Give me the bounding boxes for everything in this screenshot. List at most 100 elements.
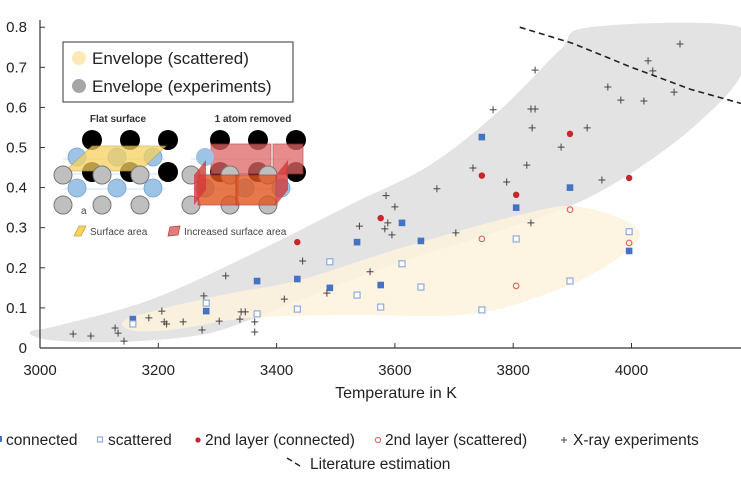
x-tick-label: 3000 — [23, 362, 56, 379]
x-ray-experiments-point — [644, 57, 652, 65]
y-tick-label: 0.2 — [6, 260, 27, 277]
legend-2nd-connected-marker — [195, 437, 201, 443]
connected-point — [202, 307, 210, 315]
inset-title-flat: Flat surface — [90, 114, 147, 125]
x-ray-experiments-point — [527, 219, 535, 227]
data-marks — [69, 26, 741, 345]
envelope-scattered-label: Envelope (scattered) — [92, 49, 249, 68]
y-tick-label: 0.7 — [6, 59, 27, 76]
envelope-experiments-label: Envelope (experiments) — [92, 77, 272, 96]
y-tick-label: 0.4 — [6, 180, 27, 197]
connected-point — [253, 277, 261, 285]
x-ray-experiments-point — [388, 231, 396, 239]
x-tick-label: 3400 — [260, 362, 293, 379]
x-ray-experiments-point — [251, 328, 259, 336]
x-ray-experiments-point — [604, 83, 612, 91]
envelope-legend: Envelope (scattered) Envelope (experimen… — [62, 41, 294, 103]
2nd-layer-scattered-point — [478, 235, 486, 243]
connected-point — [377, 281, 385, 289]
x-tick-label: 3800 — [497, 362, 530, 379]
scattered-point — [377, 303, 385, 311]
scattered-point — [129, 320, 137, 328]
x-ray-experiments-point — [251, 318, 259, 326]
x-ray-experiments-point — [617, 96, 625, 104]
connected-point — [417, 237, 425, 245]
x-ray-experiments-point — [433, 185, 441, 193]
x-ray-experiments-point — [528, 124, 536, 132]
legend-literature-label: Literature estimation — [310, 456, 450, 473]
lattice-atom-removed — [181, 130, 306, 215]
x-ray-experiments-point — [179, 318, 187, 326]
x-ray-experiments-point — [640, 97, 648, 105]
scattered-point — [478, 306, 486, 314]
scattered-point — [398, 260, 406, 268]
scattered-point — [566, 277, 574, 285]
legend-2nd-scattered-label: 2nd layer (scattered) — [385, 432, 527, 449]
scattered-point — [293, 305, 301, 313]
connected-point — [326, 284, 334, 292]
lattice-label: a — [81, 206, 87, 217]
black-atom — [82, 130, 102, 150]
x-ray-experiments-point — [355, 222, 363, 230]
gray-atom — [92, 195, 112, 215]
x-ray-experiments-point — [381, 225, 389, 233]
x-ray-experiments-point — [280, 295, 288, 303]
inset-title-removed: 1 atom removed — [215, 114, 292, 125]
legend-2nd-scattered-marker — [374, 436, 382, 444]
increased-surface-side — [194, 160, 206, 205]
legend-literature-marker — [286, 457, 301, 467]
connected-point — [512, 204, 520, 211]
y-tick-label: 0.6 — [6, 99, 27, 116]
increased-area-swatch — [167, 225, 181, 237]
x-ray-experiments-point — [384, 219, 392, 227]
surface-inset-illustration: Flat surface 1 atom removed a Surface ar… — [53, 114, 306, 238]
x-ray-experiments-point — [531, 105, 539, 113]
envelopes — [29, 22, 741, 343]
x-ray-experiments-point — [523, 161, 531, 169]
x-ray-experiments-point — [114, 329, 122, 337]
connected-point — [398, 219, 406, 227]
x-ray-experiments-point — [241, 308, 249, 316]
connected-point — [625, 247, 633, 255]
x-ray-experiments-point — [158, 307, 166, 315]
x-ray-experiments-point — [111, 324, 119, 332]
y-tick-label: 0.3 — [6, 220, 27, 237]
x-ray-experiments-point — [531, 66, 539, 74]
y-tick-label: 0.8 — [6, 19, 27, 36]
x-ray-experiments-point — [649, 67, 657, 75]
x-ray-experiments-point — [222, 272, 230, 280]
x-ray-experiments-point — [366, 268, 374, 276]
connected-point — [294, 275, 301, 283]
x-ray-experiments-point — [236, 315, 244, 323]
legend-connected-marker — [0, 436, 2, 442]
x-ray-experiments-point — [583, 124, 591, 132]
y-tick-label: 0 — [19, 340, 27, 357]
2nd-layer-scattered-point — [625, 239, 633, 247]
x-ray-experiments-point — [198, 326, 206, 334]
x-ray-experiments-point — [87, 332, 95, 340]
surface-area-label: Surface area — [90, 227, 148, 238]
black-atom — [158, 162, 178, 182]
y-tick-label: 0.5 — [6, 140, 27, 157]
x-ray-experiments-point — [557, 143, 565, 151]
black-atom — [158, 130, 178, 150]
x-tick-label: 3200 — [142, 362, 175, 379]
x-ray-experiments-point — [452, 229, 460, 237]
increased-area-label: Increased surface area — [184, 227, 287, 238]
axes — [39, 20, 741, 349]
gray-atom — [53, 165, 73, 185]
x-ray-experiments-point — [503, 178, 511, 186]
blue-atom — [107, 178, 127, 198]
x-ray-experiments-point — [215, 317, 223, 325]
connected-point — [129, 315, 137, 323]
legend-scattered-label: scattered — [108, 432, 172, 449]
y-tick-label: 0.1 — [6, 300, 27, 317]
lattice-flat-surface — [53, 130, 178, 215]
legend-xray-marker — [561, 437, 567, 443]
2nd-layer-scattered-point — [512, 282, 520, 290]
ticks: 0 0.1 0.2 0.3 0.4 0.5 0.6 0.7 0.8 3000 3200 3400 360… — [6, 19, 648, 379]
gray-atom — [53, 195, 73, 215]
envelope-scattered — [121, 205, 641, 332]
blue-atom — [196, 148, 214, 166]
